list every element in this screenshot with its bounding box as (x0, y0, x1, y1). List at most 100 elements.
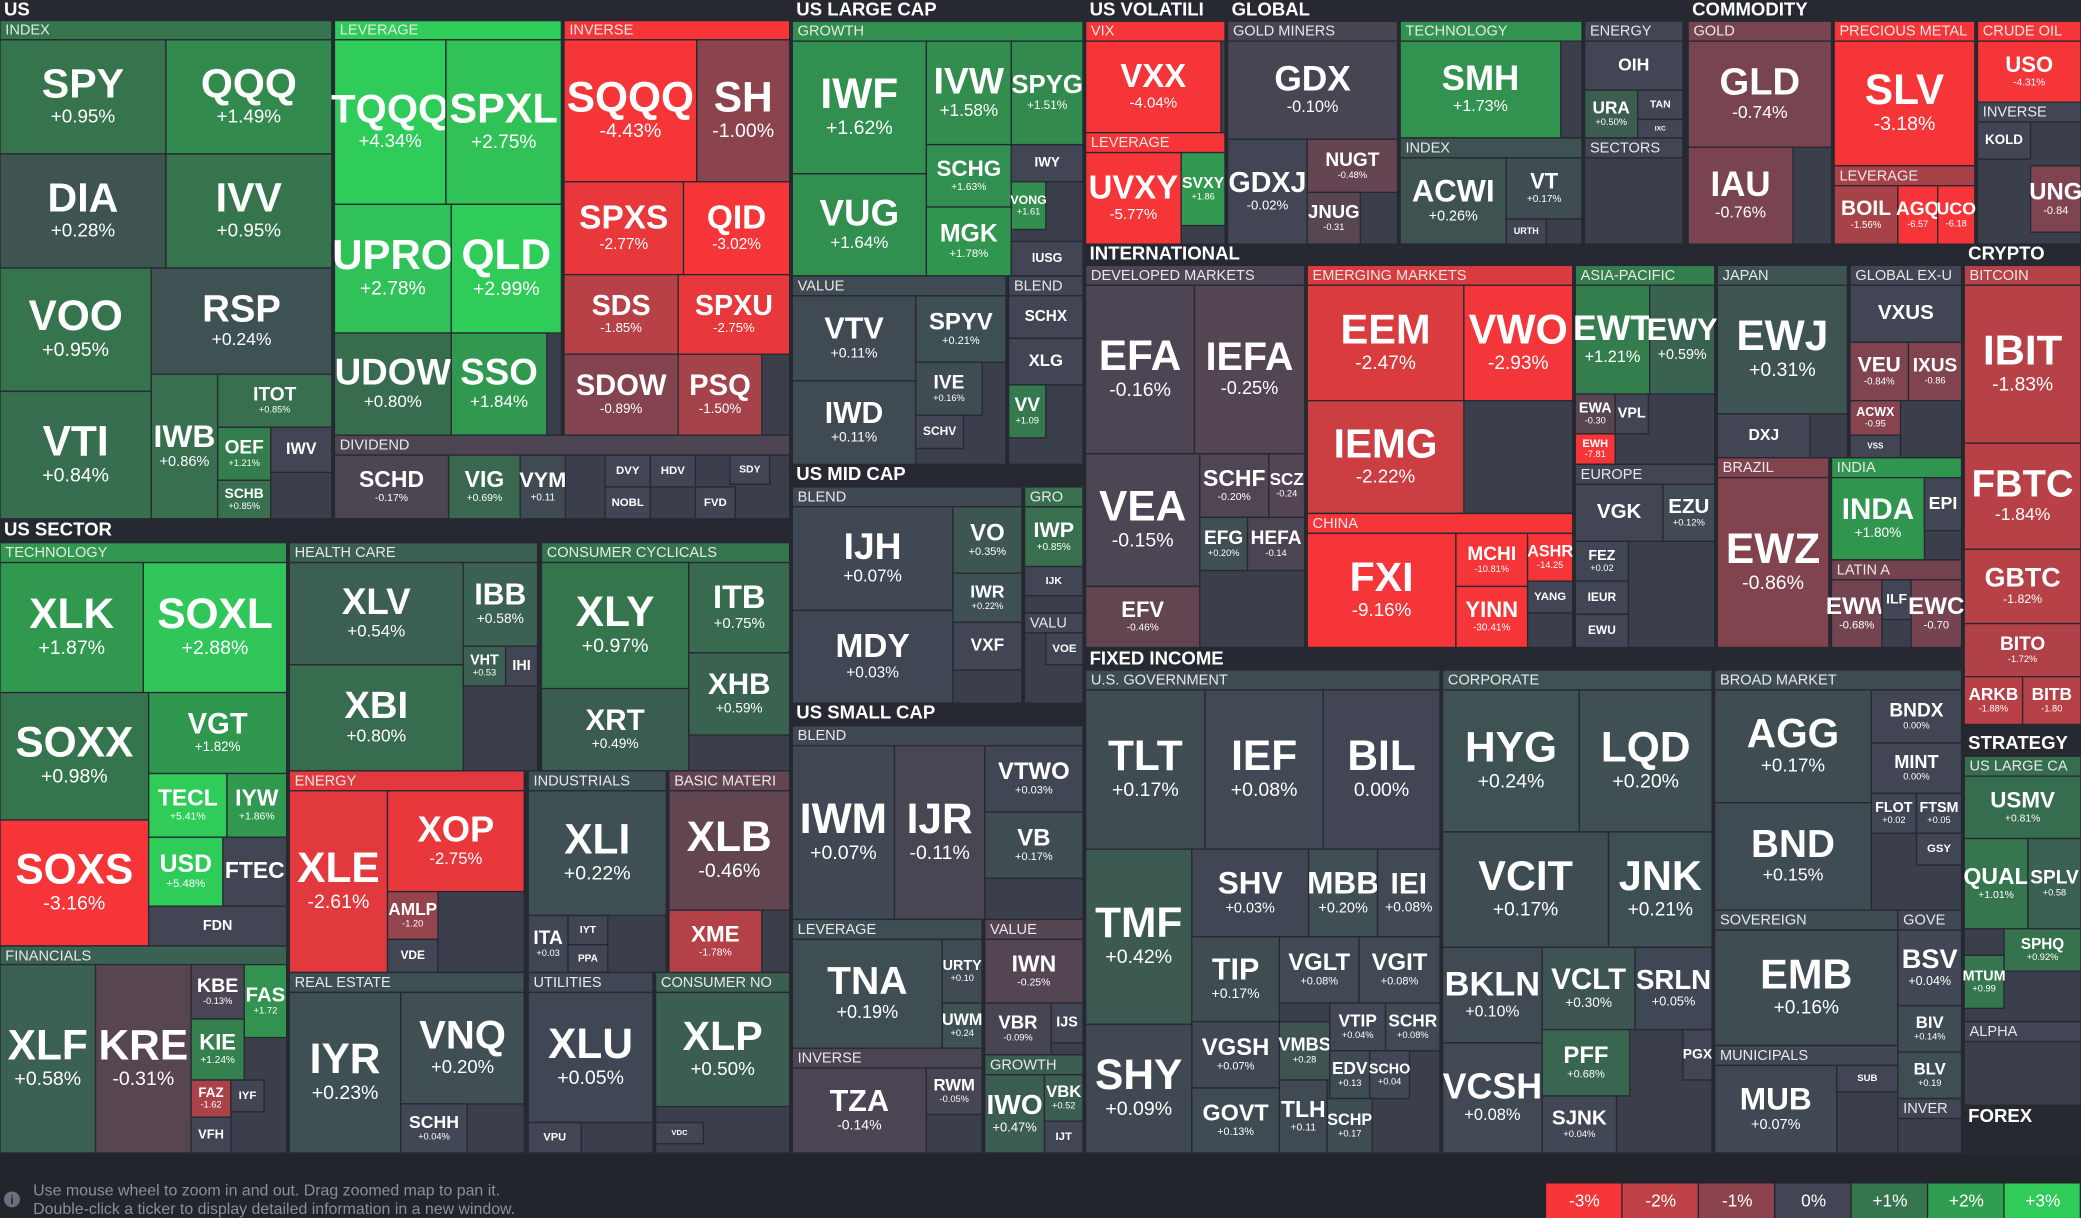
ticker-tile[interactable] (1849, 400, 1902, 436)
ticker-tile[interactable] (147, 772, 228, 838)
ticker-tile[interactable] (165, 39, 333, 155)
ticker-tile[interactable] (2021, 676, 2081, 726)
ticker-tile[interactable] (147, 691, 288, 775)
ticker-tile[interactable] (1976, 121, 2032, 160)
ticker-tile[interactable] (450, 203, 563, 334)
ticker-tile[interactable] (540, 687, 690, 772)
ticker-tile[interactable] (527, 790, 667, 917)
ticker-tile[interactable] (677, 273, 791, 355)
ticker-tile[interactable] (1915, 792, 1963, 834)
ticker-tile[interactable] (400, 1103, 468, 1154)
ticker-tile[interactable] (1836, 1064, 1899, 1093)
ticker-tile[interactable] (1084, 1023, 1193, 1154)
ticker-tile[interactable] (1716, 476, 1830, 649)
ticker-tile[interactable] (1191, 1087, 1281, 1154)
ticker-tile[interactable] (563, 273, 679, 355)
ticker-tile[interactable] (1682, 1028, 1713, 1081)
ticker-tile[interactable] (1574, 540, 1630, 582)
ticker-tile[interactable] (147, 905, 288, 947)
ticker-tile[interactable] (190, 963, 245, 1020)
ticker-tile[interactable] (1306, 191, 1362, 245)
ticker-tile[interactable] (791, 40, 928, 175)
ticker-tile[interactable] (1833, 185, 1899, 245)
ticker-tile[interactable] (270, 426, 333, 474)
ticker-tile[interactable] (527, 914, 569, 974)
ticker-tile[interactable] (165, 153, 333, 269)
ticker-tile[interactable] (682, 181, 791, 276)
ticker-tile[interactable] (230, 1079, 265, 1113)
ticker-tile[interactable] (1963, 676, 2024, 726)
ticker-tile[interactable] (1368, 1050, 1411, 1100)
ticker-tile[interactable] (1907, 341, 1963, 402)
ticker-tile[interactable] (142, 561, 288, 694)
ticker-tile[interactable] (1180, 151, 1226, 227)
ticker-tile[interactable] (563, 39, 698, 183)
ticker-tile[interactable] (1455, 585, 1529, 649)
ticker-tile[interactable] (563, 353, 679, 436)
ticker-tile[interactable] (1045, 632, 1084, 666)
ticker-tile[interactable] (1923, 476, 1963, 532)
ticker-tile[interactable] (527, 991, 654, 1124)
ticker-tile[interactable] (1007, 384, 1047, 439)
ticker-tile[interactable] (527, 1121, 582, 1154)
ticker-tile[interactable] (1578, 689, 1713, 833)
ticker-tile[interactable] (1937, 185, 1976, 245)
ticker-tile[interactable] (2003, 928, 2081, 972)
ticker-tile[interactable] (1226, 138, 1308, 245)
ticker-tile[interactable] (1463, 284, 1574, 402)
ticker-tile[interactable] (1574, 284, 1651, 395)
ticker-tile[interactable] (1441, 1042, 1543, 1154)
ticker-tile[interactable] (1204, 689, 1324, 850)
ticker-tile[interactable] (1963, 284, 2081, 444)
ticker-tile[interactable] (677, 353, 763, 436)
ticker-tile[interactable] (190, 1079, 232, 1118)
ticker-tile[interactable] (94, 963, 192, 1154)
ticker-tile[interactable] (1329, 1002, 1387, 1052)
ticker-tile[interactable] (694, 486, 736, 520)
ticker-tile[interactable] (1307, 848, 1379, 938)
ticker-tile[interactable] (333, 39, 447, 205)
ticker-tile[interactable] (1326, 1097, 1373, 1154)
ticker-tile[interactable] (1870, 742, 1963, 795)
ticker-tile[interactable] (222, 836, 288, 907)
ticker-tile[interactable] (1306, 532, 1457, 649)
ticker-tile[interactable] (1574, 613, 1630, 649)
ticker-tile[interactable] (567, 944, 609, 974)
ticker-tile[interactable] (504, 645, 539, 687)
ticker-tile[interactable] (1541, 1028, 1631, 1097)
ticker-tile[interactable] (952, 572, 1023, 623)
ticker-tile[interactable] (1870, 689, 1963, 744)
ticker-tile[interactable] (1010, 40, 1084, 146)
ticker-tile[interactable] (1191, 936, 1281, 1023)
ticker-tile[interactable] (1010, 240, 1084, 277)
ticker-tile[interactable] (1915, 832, 1963, 866)
ticker-tile[interactable] (1662, 483, 1716, 542)
ticker-tile[interactable] (445, 39, 563, 205)
ticker-tile[interactable] (952, 506, 1023, 574)
ticker-tile[interactable] (654, 1121, 705, 1145)
ticker-tile[interactable] (1687, 40, 1833, 148)
ticker-tile[interactable] (540, 561, 690, 690)
ticker-tile[interactable] (1023, 565, 1084, 597)
ticker-tile[interactable] (1541, 1095, 1618, 1154)
ticker-tile[interactable] (386, 790, 525, 893)
ticker-tile[interactable] (984, 811, 1084, 880)
ticker-tile[interactable] (1278, 1079, 1328, 1154)
ticker-tile[interactable] (915, 361, 983, 416)
ticker-tile[interactable] (0, 39, 167, 155)
ticker-tile[interactable] (1399, 157, 1507, 245)
ticker-tile[interactable] (1050, 1002, 1084, 1044)
ticker-tile[interactable] (654, 991, 791, 1108)
ticker-tile[interactable] (893, 744, 986, 921)
ticker-tile[interactable] (1193, 284, 1306, 455)
ticker-tile[interactable] (1849, 284, 1963, 343)
ticker-tile[interactable] (1306, 138, 1399, 194)
ticker-tile[interactable] (604, 486, 651, 520)
ticker-tile[interactable] (1716, 413, 1811, 459)
ticker-tile[interactable] (941, 1002, 983, 1049)
ticker-tile[interactable] (984, 938, 1084, 1004)
ticker-tile[interactable] (1526, 580, 1574, 614)
ticker-tile[interactable] (1634, 946, 1713, 1031)
ticker-tile[interactable] (1574, 483, 1664, 542)
ticker-tile[interactable] (1505, 157, 1583, 220)
